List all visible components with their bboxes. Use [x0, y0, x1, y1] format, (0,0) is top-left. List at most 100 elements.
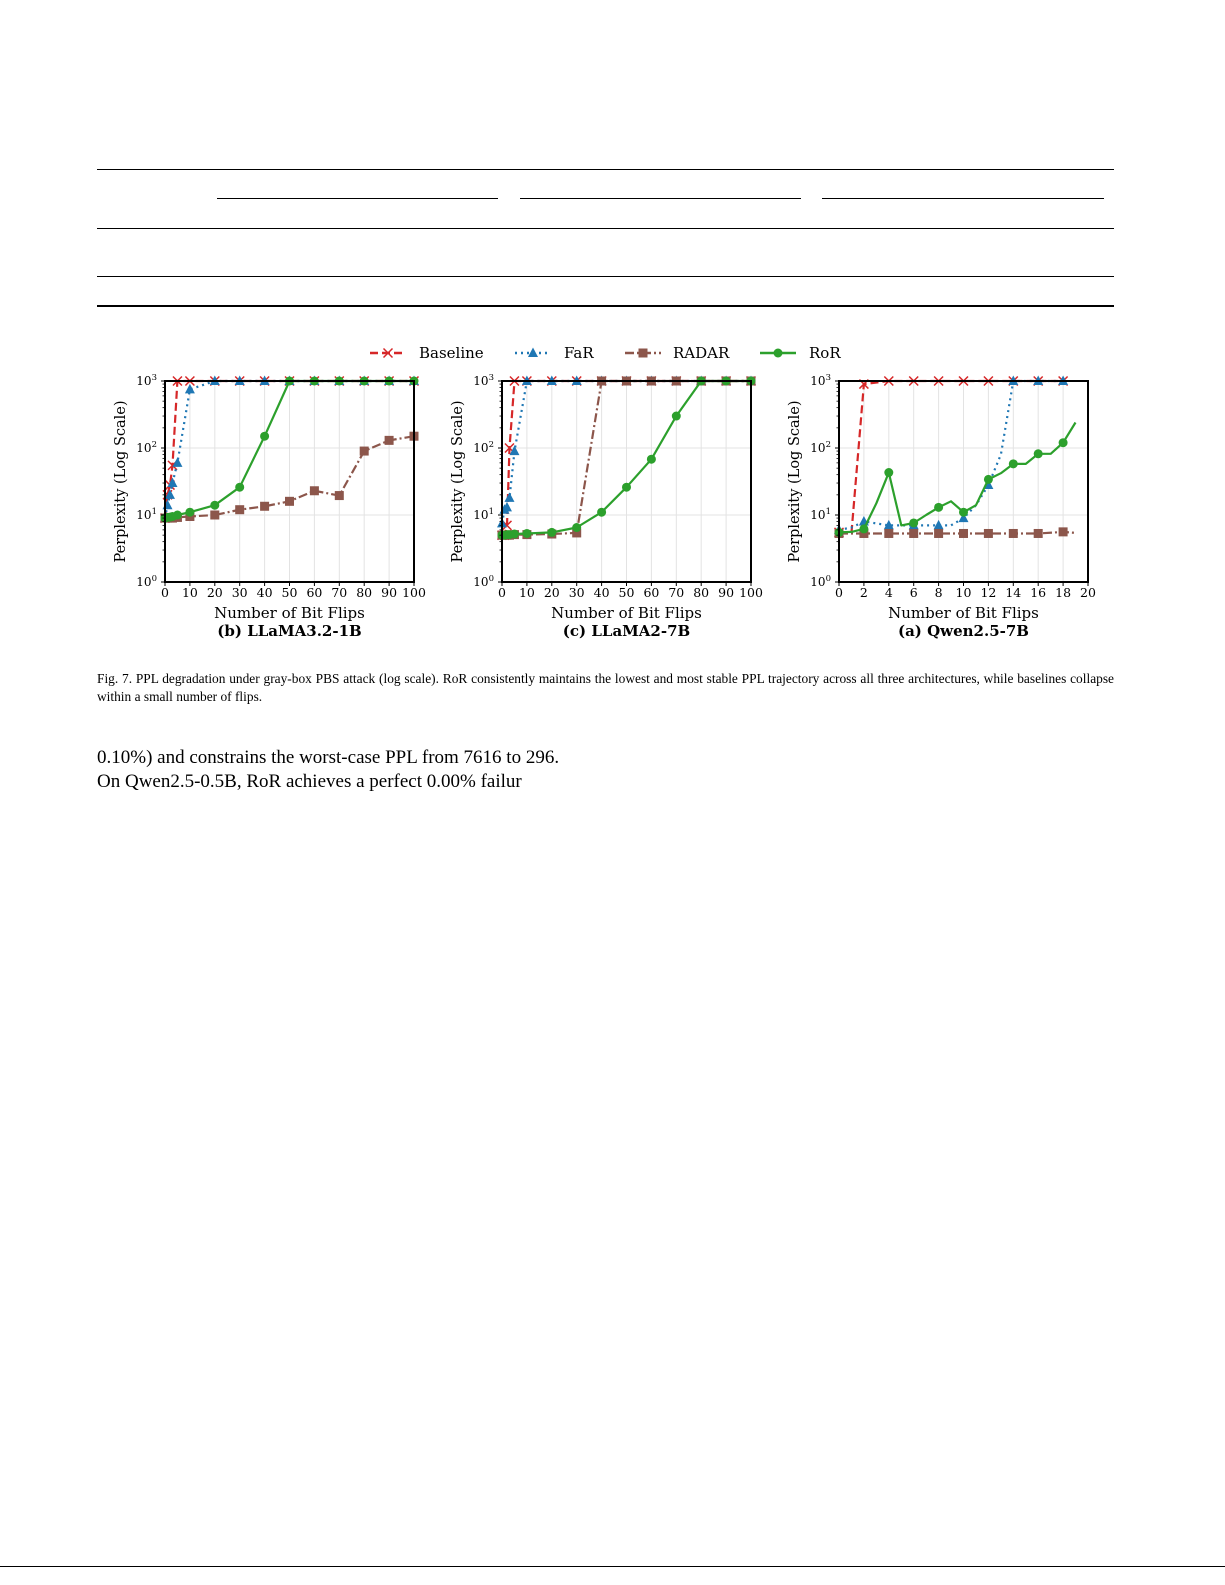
y-tick-label: 100 [136, 574, 157, 589]
y-tick-exponent: 1 [152, 507, 157, 517]
y-tick-label: 100 [473, 574, 494, 589]
data-point [164, 489, 175, 499]
table-top-rule [97, 169, 1114, 170]
y-tick-exponent: 1 [826, 507, 831, 517]
y-tick-exponent: 2 [489, 440, 494, 450]
y-tick-label: 103 [136, 373, 157, 388]
data-point [235, 482, 245, 492]
data-point [509, 445, 520, 456]
data-point [622, 482, 631, 492]
x-tick-label: 12 [980, 585, 996, 600]
x-tick-label: 14 [1005, 585, 1021, 600]
data-point [959, 507, 968, 517]
y-tick-label: 103 [473, 373, 494, 388]
y-tick-exponent: 3 [826, 373, 831, 383]
y-tick-label: 100 [810, 574, 831, 589]
data-point [958, 512, 969, 523]
chart-title: (a) Qwen2.5-7B [898, 622, 1029, 640]
x-tick-label: 20 [207, 585, 223, 600]
x-tick-label: 30 [569, 585, 585, 600]
y-axis-label: Perplexity (Log Scale) [787, 400, 803, 562]
series-far [834, 375, 1069, 534]
y-tick-exponent: 0 [152, 574, 157, 584]
table-mid-rule [97, 276, 1114, 277]
legend-item-radar: RADAR [625, 344, 730, 362]
data-point [509, 529, 519, 539]
x-tick-label: 10 [519, 585, 535, 600]
y-tick-exponent: 0 [826, 574, 831, 584]
x-tick-label: 60 [643, 585, 659, 600]
legend-label: RoR [809, 344, 841, 362]
x-tick-label: 20 [544, 585, 560, 600]
data-point [359, 446, 369, 456]
table-group-rule-3 [822, 198, 1104, 199]
legend-marker-circle [773, 348, 783, 358]
chart-title: (c) LLaMA2-7B [563, 622, 690, 640]
x-axis-label: Number of Bit Flips [551, 604, 702, 622]
x-tick-label: 16 [1030, 585, 1046, 600]
data-point [172, 510, 182, 520]
data-point [547, 527, 557, 537]
data-point [1058, 527, 1068, 537]
x-tick-label: 0 [498, 585, 506, 600]
series-ror [834, 421, 1077, 537]
x-tick-label: 10 [182, 585, 198, 600]
data-point [522, 528, 532, 538]
x-tick-label: 60 [306, 585, 322, 600]
x-tick-label: 2 [860, 585, 868, 600]
data-point [572, 523, 582, 533]
data-point [597, 507, 607, 517]
body-text-line-2: On Qwen2.5-0.5B, RoR achieves a perfect … [97, 771, 522, 792]
data-point [1008, 459, 1018, 469]
data-point [884, 528, 894, 538]
x-tick-label: 50 [619, 585, 635, 600]
y-tick-exponent: 3 [152, 373, 157, 383]
table-header-rule [97, 228, 1114, 229]
data-point [983, 528, 993, 538]
data-point [185, 507, 195, 517]
y-tick-exponent: 0 [489, 574, 494, 584]
figure-caption: Fig. 7. PPL degradation under gray-box P… [97, 671, 1114, 704]
series-ror [497, 376, 756, 540]
x-tick-label: 90 [718, 585, 734, 600]
data-point [572, 528, 582, 538]
legend-label: RADAR [673, 344, 730, 362]
data-point [334, 491, 344, 501]
legend-marker-x [382, 347, 394, 359]
data-point [934, 502, 944, 512]
data-point [210, 500, 220, 510]
data-point [285, 496, 294, 506]
x-tick-label: 100 [402, 585, 426, 600]
data-point [909, 518, 919, 528]
chart-panel-2: 0 10 20 30 40 50 60 70 80 90 100100101102103Number… [450, 373, 763, 640]
x-tick-label: 80 [693, 585, 709, 600]
x-axis-label: Number of Bit Flips [214, 604, 365, 622]
legend-item-ror: RoR [760, 344, 841, 362]
data-point [504, 492, 515, 502]
data-point [235, 505, 245, 515]
data-point [172, 457, 183, 467]
data-point [646, 454, 656, 464]
x-tick-label: 100 [739, 585, 763, 600]
series-baseline [833, 375, 1069, 538]
y-tick-label: 103 [810, 373, 831, 388]
y-tick-label: 101 [810, 507, 831, 522]
page-bottom-rule [0, 1566, 1225, 1567]
data-point [501, 501, 512, 512]
y-tick-label: 101 [136, 507, 157, 522]
x-axis-label: Number of Bit Flips [888, 604, 1039, 622]
y-axis-label: Perplexity (Log Scale) [113, 400, 129, 562]
y-axis-label: Perplexity (Log Scale) [450, 400, 466, 562]
data-point [210, 510, 220, 520]
data-point [162, 499, 173, 510]
x-tick-label: 40 [594, 585, 610, 600]
series-line [838, 379, 1064, 531]
y-tick-exponent: 1 [489, 507, 494, 517]
chart-panel-1: 0 10 20 30 40 50 60 70 80 90 100100101102103Number… [113, 373, 426, 640]
table-group-rule-1 [217, 198, 498, 199]
legend-label: FaR [564, 344, 594, 362]
y-tick-label: 101 [473, 507, 494, 522]
y-tick-label: 102 [473, 440, 494, 455]
y-tick-exponent: 2 [152, 440, 157, 450]
